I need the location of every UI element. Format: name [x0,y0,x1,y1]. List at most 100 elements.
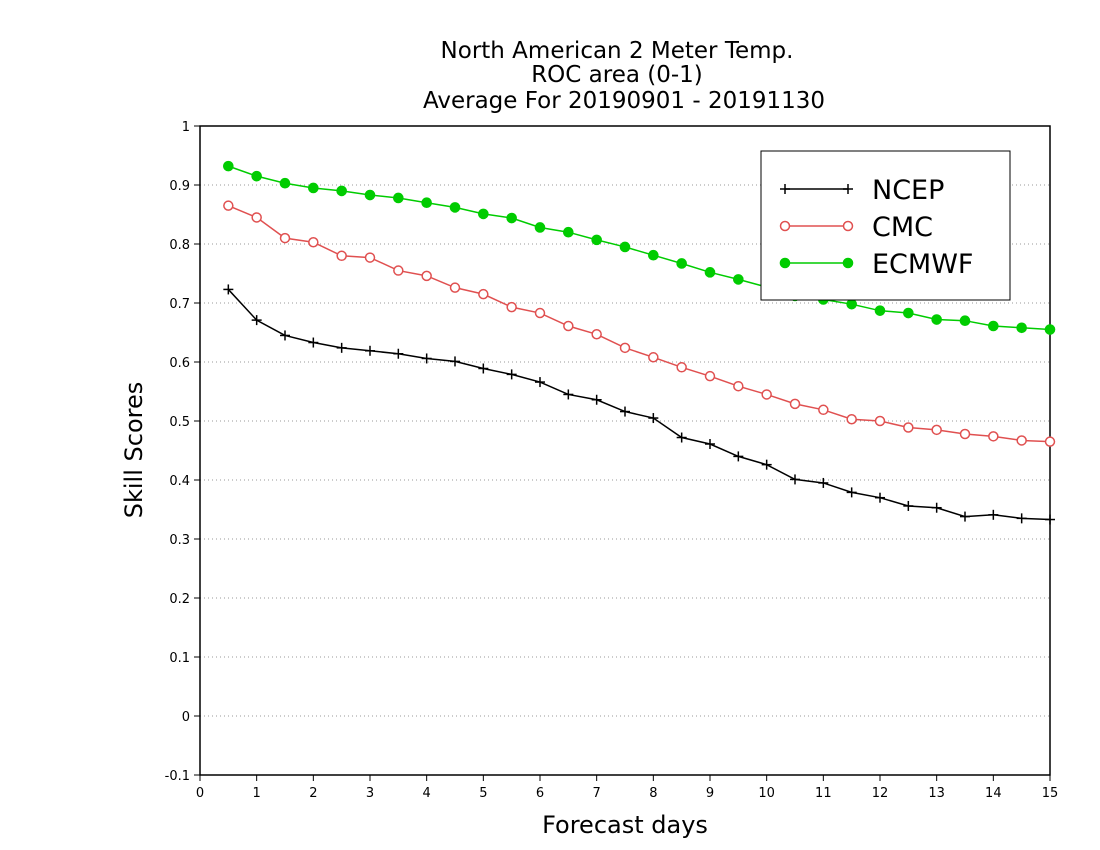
data-point-ncep [393,348,404,359]
data-point-ncep [676,432,687,443]
data-point-ncep [591,394,602,405]
data-point-cmc [789,398,801,410]
data-point-ncep [535,377,545,388]
legend-label-ecmwf: ECMWF [872,249,973,280]
x-tick-label: 10 [758,786,775,801]
data-point-ncep [875,492,885,503]
y-axis: -0.1 0 0.1 0.2 0.3 0.4 0.5 0.6 0.7 0.8 0.9 1 [165,120,200,784]
data-point-cmc [308,236,319,248]
data-point-ncep [705,439,715,450]
data-point-ncep [336,342,347,353]
y-tick-label: 0 [182,710,190,725]
data-point-ncep [223,284,234,295]
legend-marker-ecmwf [779,257,791,269]
data-point-cmc [563,320,574,332]
x-axis: 0 1 2 3 4 5 6 7 8 9 10 11 12 13 14 15 [196,775,1058,801]
data-point-cmc [931,424,942,436]
data-point-cmc [874,415,886,427]
y-tick-label: 0.9 [169,179,190,194]
data-point-ecmwf [223,160,234,172]
x-tick-label: 0 [196,786,204,801]
x-tick-label: 11 [815,786,832,801]
data-point-ncep [960,511,970,522]
x-tick-label: 13 [928,786,945,801]
data-point-cmc [676,362,687,373]
data-point-ecmwf [903,307,914,319]
data-point-cmc [648,352,659,363]
y-tick-label: -0.1 [165,769,190,784]
data-point-ncep [620,406,630,417]
data-point-ecmwf [421,197,432,208]
data-point-cmc [449,282,461,293]
x-tick-label: 2 [309,786,317,801]
data-point-ncep [761,459,772,470]
data-point-cmc [478,288,489,300]
legend-label-cmc: CMC [872,212,933,243]
x-tick-label: 4 [423,786,431,801]
data-point-cmc [1044,436,1056,447]
data-point-cmc [393,265,404,276]
x-tick-label: 7 [593,786,601,801]
y-tick-label: 0.4 [169,474,190,489]
data-point-cmc [988,431,999,442]
data-point-cmc [761,389,772,400]
y-axis-label: Skill Scores [120,382,148,519]
data-point-ncep [1016,513,1027,524]
legend-marker-ncep [843,184,853,194]
data-point-cmc [704,370,716,382]
data-point-ecmwf [563,226,574,238]
y-tick-label: 1 [182,120,190,135]
data-point-cmc [733,380,744,392]
legend-marker-cmc [842,220,854,232]
data-point-ncep [450,356,460,367]
y-tick-label: 0.5 [169,415,190,430]
legend-item-ecmwf: ECMWF [779,249,973,280]
data-point-ecmwf [251,170,262,182]
data-point-ecmwf [704,267,716,278]
data-point-cmc [903,422,914,433]
data-point-cmc [364,252,376,263]
data-point-ecmwf [449,202,461,213]
legend-marker-cmc [779,220,791,232]
legend-marker-ecmwf [842,257,854,269]
data-point-cmc [223,200,234,211]
y-tick-label: 0.8 [169,238,190,253]
y-tick-label: 0.7 [169,297,190,312]
x-tick-label: 12 [872,786,889,801]
data-point-ncep [365,345,375,356]
data-point-cmc [959,428,971,440]
data-point-ncep [478,363,489,374]
y-tick-label: 0.1 [169,651,190,666]
chart-title-line-2: ROC area (0-1) [531,62,703,88]
data-point-ecmwf [959,315,971,327]
data-point-ecmwf [393,192,404,204]
data-point-ncep [280,330,290,341]
data-point-cmc [421,270,432,282]
x-tick-label: 6 [536,786,544,801]
data-point-ncep [903,500,914,511]
data-point-ecmwf [988,320,999,332]
legend-item-ncep: NCEP [780,175,944,206]
data-point-cmc [534,307,546,319]
data-point-ecmwf [733,274,744,285]
data-point-cmc [818,404,829,416]
legend-label-ncep: NCEP [872,175,944,206]
legend-marker-ncep [780,184,790,194]
data-point-ncep [733,451,744,462]
y-tick-label: 0.2 [169,592,190,607]
data-point-ncep [931,502,942,513]
data-point-ecmwf [1044,324,1056,335]
x-tick-label: 1 [253,786,261,801]
data-point-ecmwf [648,249,659,261]
series-line-ncep [227,288,1051,521]
data-point-ecmwf [364,189,376,201]
data-point-ecmwf [676,258,687,269]
series-ncep [223,284,1055,525]
data-point-ecmwf [534,222,546,233]
data-point-cmc [591,329,602,340]
data-point-ecmwf [591,234,602,246]
legend-item-cmc: CMC [779,212,933,243]
data-point-ncep [563,389,574,400]
data-point-cmc [251,212,262,223]
